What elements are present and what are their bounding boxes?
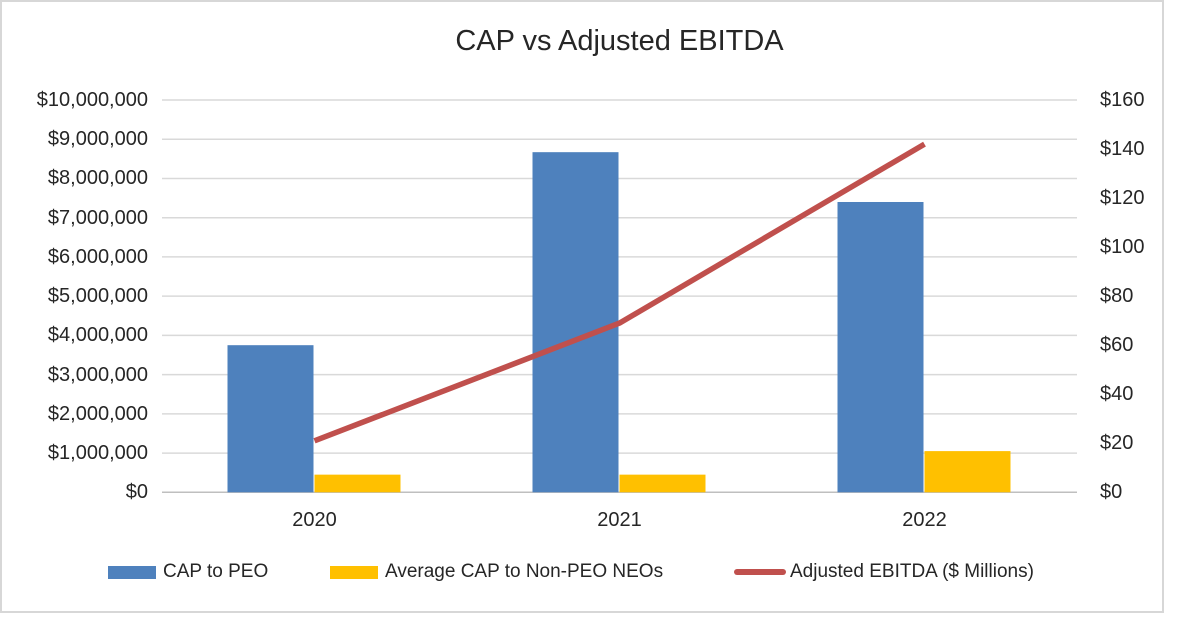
legend-line-swatch xyxy=(734,569,786,575)
right-axis-tick: $80 xyxy=(1100,285,1134,308)
legend-label: Adjusted EBITDA ($ Millions) xyxy=(790,561,1034,582)
chart-title: CAP vs Adjusted EBITDA xyxy=(455,25,784,57)
right-axis-tick: $100 xyxy=(1100,236,1145,259)
right-axis-tick: $160 xyxy=(1100,89,1145,111)
left-axis-tick: $8,000,000 xyxy=(47,167,148,190)
bar-cap-to-peo-2021 xyxy=(532,152,619,493)
legend-label: Average CAP to Non-PEO NEOs xyxy=(385,561,664,582)
right-axis-tick: $140 xyxy=(1100,138,1145,161)
line-adjusted-ebitda-millions- xyxy=(313,141,926,444)
right-axis-tick: $0 xyxy=(1100,481,1123,504)
right-axis-tick: $60 xyxy=(1100,334,1134,357)
left-axis-tick: $9,000,000 xyxy=(47,128,148,151)
bar-cap-to-peo-2020 xyxy=(227,345,314,493)
left-axis-tick: $0 xyxy=(125,481,148,504)
x-axis-label-2022: 2022 xyxy=(902,509,947,531)
x-axis-label-2021: 2021 xyxy=(597,509,642,531)
legend-color-swatch xyxy=(330,565,378,579)
left-axis-tick: $10,000,000 xyxy=(36,89,148,111)
left-axis-tick: $5,000,000 xyxy=(47,285,148,308)
left-axis-tick: $2,000,000 xyxy=(47,402,148,425)
legend-item-average-cap-to-non-peo-neos: Average CAP to Non-PEO NEOs xyxy=(330,561,663,583)
right-axis-tick: $120 xyxy=(1100,187,1145,210)
left-axis-tick: $1,000,000 xyxy=(47,442,148,465)
legend-color-swatch xyxy=(108,565,156,579)
bar-average-cap-to-non-peo-neos-2021 xyxy=(619,474,706,493)
right-axis-tick: $20 xyxy=(1100,432,1134,455)
bar-average-cap-to-non-peo-neos-2020 xyxy=(314,474,401,493)
left-axis-tick: $6,000,000 xyxy=(47,245,148,268)
left-axis-tick: $7,000,000 xyxy=(47,206,148,229)
left-axis-tick: $4,000,000 xyxy=(47,324,148,347)
legend-item-adjusted-ebitda-millions-: Adjusted EBITDA ($ Millions) xyxy=(734,561,1034,583)
bar-average-cap-to-non-peo-neos-2022 xyxy=(924,451,1011,493)
bar-cap-to-peo-2022 xyxy=(837,201,924,493)
legend-item-cap-to-peo: CAP to PEO xyxy=(108,561,268,583)
right-axis-tick: $40 xyxy=(1100,383,1134,406)
left-axis-tick: $3,000,000 xyxy=(47,363,148,386)
legend-label: CAP to PEO xyxy=(163,561,269,582)
x-axis-label-2020: 2020 xyxy=(292,509,337,531)
